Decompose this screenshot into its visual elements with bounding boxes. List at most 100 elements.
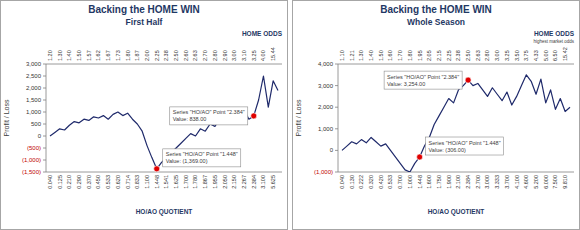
top-tick-label: 2.25 [154,50,160,61]
x-tick-label: 6.000 [543,175,549,189]
top-tick-label: 1.10 [339,50,345,61]
x-tick-label: 0.290 [76,175,82,189]
y-tick [43,76,46,77]
annotation-box [163,149,241,167]
y-tick [43,172,46,173]
y-axis-line [338,64,339,172]
chart-root: Backing the HOME WINFirst HalfHOME ODDSH… [0,0,580,230]
y-tick-label: (1,000) [314,169,333,175]
y-tick [335,150,338,151]
x-tick-label: 1.955 [212,175,218,189]
y-tick [43,136,46,137]
x-tick-label: 2.700 [475,175,481,189]
top-axis-line [46,64,282,65]
top-tick-label: 3.10 [241,50,247,61]
annotation-text: Value: (306.00) [429,147,466,153]
top-tick-label: 1.95 [417,50,423,61]
x-tick-label: 0.040 [47,175,53,189]
y-tick-label: 2,000 [318,104,334,110]
x-tick-label: 2.050 [222,175,228,189]
x-tick-label: 2.267 [241,175,247,189]
data-group [50,76,278,172]
panel-frame [1,1,288,230]
y-tick [43,160,46,161]
y-axis-line [46,64,47,172]
top-tick-label: 1.67 [105,50,111,61]
x-tick-label: 0.125 [57,175,63,189]
annotation-group: Series "HO/AO" Point "2.384"Value: 838.0… [163,107,248,167]
y-tick-label: 500 [31,121,42,127]
annotation-marker [154,166,160,172]
top-tick-label: 1.30 [57,50,63,61]
top-tick-label: 2.80 [484,50,490,61]
y-tick [43,124,46,125]
top-tick-label: 1.50 [76,50,82,61]
annotation-text: Series "HO/AO" Point "2.384" [387,74,459,80]
annotation-text: Value: 838.00 [173,116,207,122]
x-tick-label: 0.370 [86,175,92,189]
x-axis-line [338,172,574,173]
x-tick-label: 0.130 [349,175,355,189]
top-tick-label: 1.80 [407,50,413,61]
x-tick-label: 0.222 [358,175,364,189]
x-tick-label: 3.333 [494,175,500,189]
annotation-box [384,71,462,89]
top-tick-label: 1.62 [95,50,101,61]
y-tick [335,107,338,108]
top-tick-label: 1.73 [115,50,121,61]
top-tick-label: 3.00 [494,50,500,61]
top-tick-label: 1.50 [378,50,384,61]
x-tick-label: 1.000 [407,175,413,189]
x-tick-label: 4.600 [523,175,529,189]
x-tick-label: 2.100 [455,175,461,189]
top-tick-label: 2.25 [446,50,452,61]
x-tick-label: 0.450 [95,175,101,189]
y-tick [43,100,46,101]
top-tick-label: 1.57 [86,50,92,61]
x-axis-line [46,172,282,173]
chart-subtitle: Whole Season [407,17,465,27]
top-tick-label: 2.00 [144,50,150,61]
x-tick-label: 0.420 [378,175,384,189]
x-tick-label: 1.780 [192,175,198,189]
y-tick-label: (1,500) [22,169,41,175]
top-tick-label: 2.38 [163,50,169,61]
y-tick [43,112,46,113]
top-tick-label: 3.00 [231,50,237,61]
y-tick-label: 0 [38,133,42,139]
x-tick-label: 3.700 [504,175,510,189]
x-tick-label: 5.200 [533,175,539,189]
x-tick-label: 1.100 [144,175,150,189]
annotation-marker [417,154,423,160]
top-tick-label: 1.80 [125,50,131,61]
x-axis-title: HO/AO QUOTIENT [428,208,485,216]
top-tick-label: 1.20 [47,50,53,61]
top-tick-label: 1.70 [397,50,403,61]
x-tick-label: 0.714 [125,175,131,189]
top-tick-label: 6.50 [552,50,558,61]
x-tick-label: 1.448 [417,175,423,189]
top-tick-label: 1.87 [134,50,140,61]
x-tick-label: 0.210 [66,175,72,189]
top-tick-label: 1.40 [66,50,72,61]
top-axis-note: highest market odds [533,39,574,44]
top-tick-label: 4.33 [533,50,539,61]
y-tick [335,172,338,173]
top-axis-line [338,64,574,65]
top-tick-label: 3.50 [514,50,520,61]
y-tick-label: 1,000 [318,126,334,132]
x-tick-label: 1.541 [163,175,169,189]
top-tick-label: 2.50 [465,50,471,61]
x-tick-label: 0.833 [134,175,140,189]
top-tick-label: 2.63 [192,50,198,61]
x-tick-label: 1.867 [202,175,208,189]
annotation-text: Series "HO/AO" Point "1.448" [166,151,238,157]
top-tick-label: 2.90 [222,50,228,61]
x-tick-label: 1.448 [154,175,160,189]
panel-frame [293,1,580,230]
annotation-text: Series "HO/AO" Point "2.384" [173,109,245,115]
y-tick-label: (500) [27,145,41,151]
top-axis-title: HOME ODDS [242,30,283,37]
y-tick-label: 3,000 [318,83,334,89]
top-tick-label: 2.15 [436,50,442,61]
